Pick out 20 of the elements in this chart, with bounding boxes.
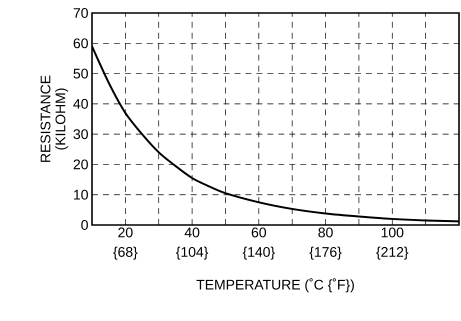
x-axis-title: TEMPERATURE (˚C {˚F}) xyxy=(196,278,354,292)
y-tick-label: 20 xyxy=(74,159,88,170)
y-tick-label: 50 xyxy=(74,68,88,79)
x-tick-label: 20 xyxy=(118,228,133,238)
x2-tick-label: {140} xyxy=(242,246,275,260)
y-tick-label: 30 xyxy=(73,129,88,140)
x2-tick-label: {176} xyxy=(309,246,342,260)
x-tick-label: 60 xyxy=(252,228,266,238)
y-tick-label: 40 xyxy=(73,98,88,109)
y-tick-label: 10 xyxy=(74,190,88,200)
y-axis-title: RESISTANCE (KILOHM) xyxy=(40,76,68,162)
x2-tick-label: {104} xyxy=(176,246,208,260)
y-tick-label: 70 xyxy=(74,8,88,18)
x2-tick-label: {68} xyxy=(113,246,138,260)
x-tick-label: 80 xyxy=(318,228,333,238)
x2-tick-label: {212} xyxy=(376,246,408,260)
y-tick-label: 0 xyxy=(81,220,88,230)
x-tick-label: 40 xyxy=(184,228,200,238)
y-tick-label: 60 xyxy=(74,38,88,48)
x-tick-label: 100 xyxy=(382,228,404,238)
